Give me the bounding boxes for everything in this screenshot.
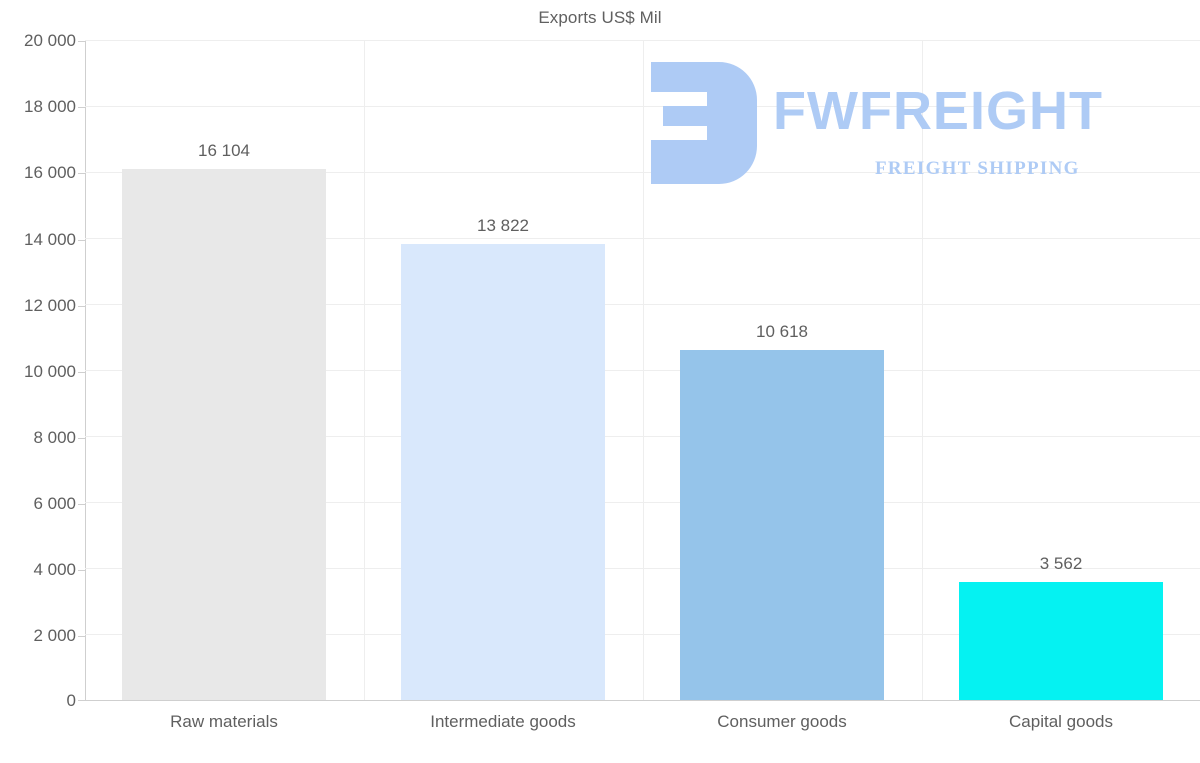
gridline-vertical bbox=[364, 40, 365, 700]
bar-value-label-raw-materials: 16 104 bbox=[198, 141, 250, 160]
y-tick-mark bbox=[78, 570, 85, 571]
y-tick-label-8000: 8 000 bbox=[33, 428, 76, 447]
x-tick-label-raw-materials: Raw materials bbox=[170, 712, 278, 731]
y-tick-label-14000: 14 000 bbox=[24, 230, 76, 249]
bar-value-label-intermediate-goods: 13 822 bbox=[477, 216, 529, 235]
bar-intermediate-goods[interactable] bbox=[401, 244, 605, 700]
y-tick-label-10000: 10 000 bbox=[24, 362, 76, 381]
y-tick-mark bbox=[78, 173, 85, 174]
bar-value-label-consumer-goods: 10 618 bbox=[756, 322, 808, 341]
y-tick-mark bbox=[78, 636, 85, 637]
x-tick-label-capital-goods: Capital goods bbox=[1009, 712, 1113, 731]
plot-area: FWFREIGHT FREIGHT SHIPPING 16 104 13 822… bbox=[85, 40, 1200, 700]
bar-consumer-goods[interactable] bbox=[680, 350, 884, 700]
y-tick-mark bbox=[78, 700, 85, 701]
gridline-vertical bbox=[643, 40, 644, 700]
y-tick-label-2000: 2 000 bbox=[33, 626, 76, 645]
gridline-horizontal bbox=[85, 568, 1200, 569]
gridline-horizontal bbox=[85, 304, 1200, 305]
bar-capital-goods[interactable] bbox=[959, 582, 1163, 700]
bar-value-label-capital-goods: 3 562 bbox=[1039, 554, 1083, 573]
y-tick-label-6000: 6 000 bbox=[33, 494, 76, 513]
x-tick-label-intermediate-goods: Intermediate goods bbox=[430, 712, 576, 731]
y-tick-label-12000: 12 000 bbox=[24, 296, 76, 315]
bar-raw-materials[interactable] bbox=[122, 169, 326, 700]
gridline-horizontal bbox=[85, 634, 1200, 635]
watermark-brand: FWFREIGHT bbox=[773, 81, 1103, 141]
y-tick-mark bbox=[78, 372, 85, 373]
gridline-horizontal bbox=[85, 106, 1200, 107]
gridline-horizontal bbox=[85, 40, 1200, 41]
fwfreight-logo-mark-icon bbox=[651, 62, 757, 184]
y-tick-label-20000: 20 000 bbox=[24, 31, 76, 50]
y-tick-mark bbox=[78, 107, 85, 108]
x-tick-label-consumer-goods: Consumer goods bbox=[717, 712, 847, 731]
chart-title: Exports US$ Mil bbox=[538, 8, 662, 27]
gridline-horizontal bbox=[85, 238, 1200, 239]
x-axis-line bbox=[85, 700, 1200, 701]
y-tick-label-4000: 4 000 bbox=[33, 560, 76, 579]
y-axis: 20 000 18 000 16 000 14 000 12 000 10 00… bbox=[0, 0, 76, 763]
watermark: FWFREIGHT FREIGHT SHIPPING bbox=[645, 62, 1145, 187]
y-tick-mark bbox=[78, 504, 85, 505]
gridline-vertical bbox=[922, 40, 923, 700]
y-tick-mark bbox=[78, 438, 85, 439]
watermark-tagline: FREIGHT SHIPPING bbox=[875, 158, 1080, 179]
gridline-horizontal bbox=[85, 436, 1200, 437]
y-tick-mark bbox=[78, 306, 85, 307]
y-tick-label-16000: 16 000 bbox=[24, 163, 76, 182]
y-tick-mark bbox=[78, 41, 85, 42]
gridline-horizontal bbox=[85, 172, 1200, 173]
y-tick-label-0: 0 bbox=[66, 691, 76, 710]
gridline-horizontal bbox=[85, 502, 1200, 503]
gridline-horizontal bbox=[85, 370, 1200, 371]
y-tick-label-18000: 18 000 bbox=[24, 97, 76, 116]
y-tick-mark bbox=[78, 240, 85, 241]
